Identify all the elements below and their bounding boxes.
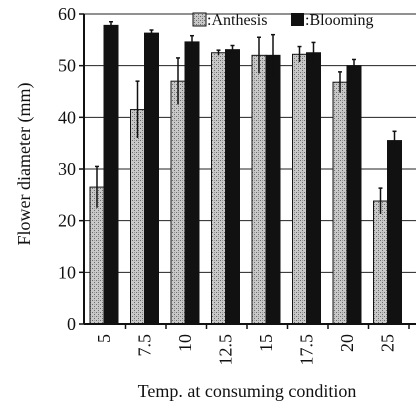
y-axis-label: Flower diameter (mm) bbox=[14, 83, 35, 246]
y-tick-label: 30 bbox=[58, 159, 76, 179]
legend-swatch-blooming bbox=[291, 13, 304, 26]
bar-blooming bbox=[103, 24, 119, 325]
bar-blooming bbox=[225, 49, 240, 325]
x-tick-label: 5 bbox=[94, 334, 114, 343]
legend-label-anthesis: :Anthesis bbox=[207, 12, 267, 29]
bar-blooming bbox=[346, 65, 362, 325]
y-tick-label: 0 bbox=[67, 314, 76, 334]
bar-blooming bbox=[184, 41, 200, 325]
bar-blooming bbox=[306, 52, 321, 325]
bar-blooming bbox=[144, 32, 159, 325]
bar-anthesis bbox=[130, 109, 145, 325]
y-tick-label: 20 bbox=[58, 211, 76, 231]
bar-anthesis bbox=[292, 53, 307, 325]
x-tick-label: 7.5 bbox=[135, 334, 155, 357]
bar-anthesis bbox=[373, 200, 388, 325]
x-tick-label: 10 bbox=[175, 334, 195, 352]
bars bbox=[89, 21, 402, 325]
legend-label-blooming: :Blooming bbox=[305, 12, 373, 29]
bar-anthesis bbox=[332, 81, 348, 325]
legend: :Anthesis :Blooming bbox=[192, 12, 373, 29]
y-tick-label: 10 bbox=[58, 262, 76, 282]
y-tick-label: 50 bbox=[58, 56, 76, 76]
bar-anthesis bbox=[251, 54, 267, 325]
bar-anthesis bbox=[211, 52, 226, 325]
x-tick-label: 12.5 bbox=[216, 334, 236, 366]
x-tick-label: 25 bbox=[378, 334, 398, 352]
tick-labels: 0 10 20 30 40 50 60 5 7.5 10 12.5 15 17.5 20 25 bbox=[58, 4, 398, 366]
bar-anthesis bbox=[170, 80, 186, 325]
x-tick-label: 20 bbox=[337, 334, 357, 352]
x-axis-label: Temp. at consuming condition bbox=[138, 381, 357, 401]
axes bbox=[79, 13, 416, 329]
bar-blooming bbox=[387, 140, 402, 325]
legend-swatch-anthesis bbox=[192, 12, 207, 27]
bar-blooming bbox=[265, 54, 281, 325]
x-tick-label: 15 bbox=[256, 334, 276, 352]
x-tick-label: 17.5 bbox=[297, 334, 317, 366]
y-tick-label: 40 bbox=[58, 107, 76, 127]
y-tick-label: 60 bbox=[58, 4, 76, 24]
